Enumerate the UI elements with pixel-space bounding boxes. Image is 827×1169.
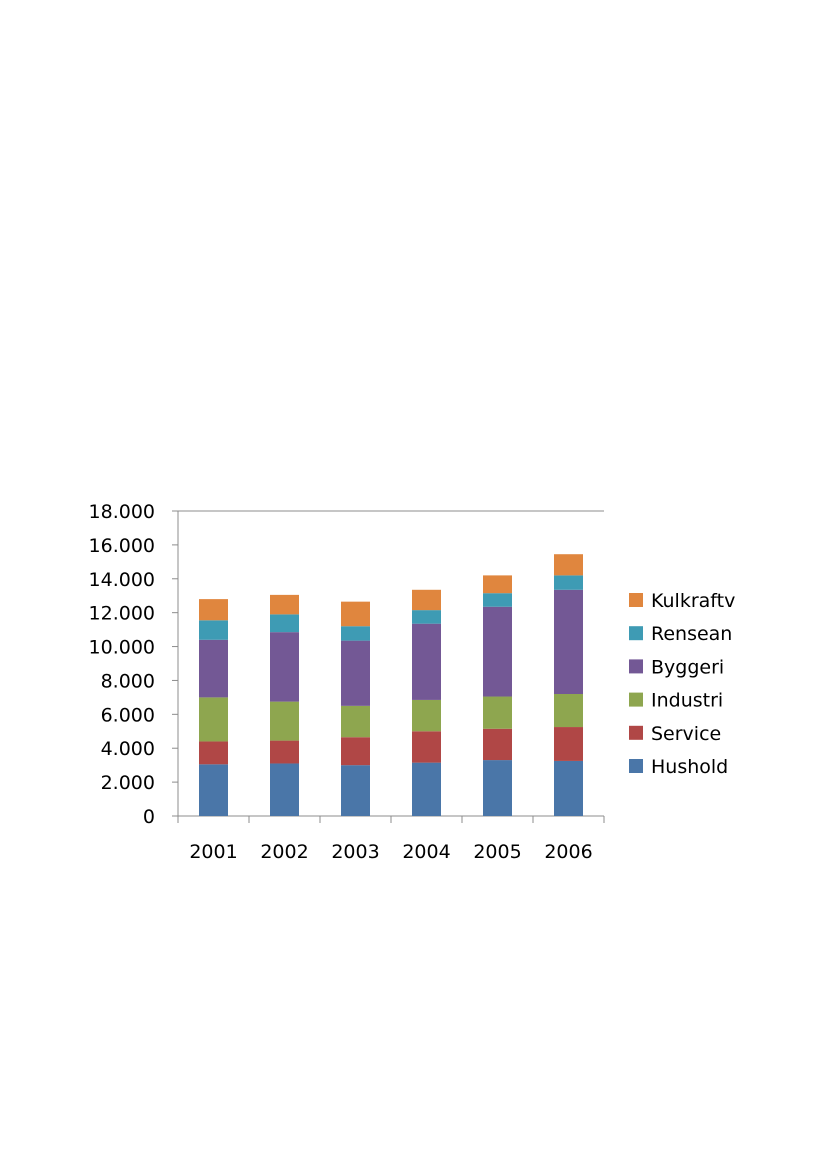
bar-segment-kulkraftv-2004 <box>412 589 441 611</box>
bar-segment-hushold-2005 <box>483 760 512 816</box>
bar-segment-industri-2005 <box>483 696 512 729</box>
bar-segment-byggeri-2003 <box>341 640 370 706</box>
y-tick-label: 2.000 <box>101 772 155 794</box>
bar-segment-kulkraftv-2006 <box>554 554 583 576</box>
legend-swatch <box>629 725 643 740</box>
bar-segment-rensean-2002 <box>270 614 299 633</box>
legend-item-service: Service <box>629 723 721 745</box>
bar-segment-service-2004 <box>412 731 441 763</box>
x-axis-tick-labels: 2001 2002 2003 2004 2005 2006 <box>189 841 592 863</box>
bar-segment-service-2002 <box>270 740 299 764</box>
legend-swatch <box>629 626 643 641</box>
legend-item-rensean: Rensean <box>629 623 732 645</box>
bar-segment-rensean-2004 <box>412 610 441 624</box>
legend-label: Hushold <box>651 756 728 778</box>
bar-segment-service-2003 <box>341 737 370 766</box>
bar-segment-industri-2003 <box>341 705 370 738</box>
legend-swatch <box>629 659 643 674</box>
y-tick-label: 6.000 <box>101 704 155 726</box>
bar-segment-rensean-2003 <box>341 626 370 641</box>
bar-segment-kulkraftv-2002 <box>270 594 299 615</box>
bar-segment-byggeri-2005 <box>483 606 512 697</box>
legend-swatch <box>629 593 643 607</box>
x-tick-label: 2006 <box>544 841 592 863</box>
y-tick-label: 8.000 <box>101 670 155 692</box>
legend-label: Service <box>651 723 721 745</box>
bar-segment-hushold-2001 <box>199 764 228 816</box>
bar-segment-rensean-2006 <box>554 575 583 590</box>
legend-label: Kulkraftv <box>651 590 735 612</box>
x-tick-label: 2001 <box>189 841 237 863</box>
y-tick-label: 16.000 <box>89 535 155 557</box>
x-tick-label: 2003 <box>331 841 379 863</box>
chart-legend: Kulkraftv Rensean Byggeri Industri Service Hu… <box>629 590 735 778</box>
x-tick-label: 2002 <box>260 841 308 863</box>
y-tick-label: 4.000 <box>101 738 155 760</box>
y-tick-label: 12.000 <box>89 603 155 625</box>
bar-segment-service-2005 <box>483 728 512 761</box>
y-tick-label: 14.000 <box>89 569 155 591</box>
legend-item-byggeri: Byggeri <box>629 656 724 678</box>
bar-segment-industri-2006 <box>554 694 583 728</box>
x-tick-label: 2005 <box>473 841 521 863</box>
legend-label: Rensean <box>651 623 732 645</box>
y-tick-label: 0 <box>143 806 155 828</box>
chart-bars <box>199 554 583 816</box>
bar-segment-hushold-2003 <box>341 765 370 816</box>
bar-segment-hushold-2002 <box>270 763 299 816</box>
bar-segment-kulkraftv-2003 <box>341 601 370 627</box>
bar-segment-industri-2004 <box>412 699 441 732</box>
bar-segment-rensean-2005 <box>483 593 512 607</box>
legend-item-kulkraftv: Kulkraftv <box>629 590 735 612</box>
bar-segment-rensean-2001 <box>199 620 228 640</box>
bar-segment-hushold-2004 <box>412 762 441 816</box>
bar-segment-industri-2002 <box>270 701 299 741</box>
bar-segment-service-2006 <box>554 727 583 761</box>
bar-segment-kulkraftv-2001 <box>199 599 228 621</box>
x-tick-label: 2004 <box>402 841 450 863</box>
legend-item-industri: Industri <box>629 690 723 712</box>
legend-label: Industri <box>651 690 723 712</box>
y-tick-label: 18.000 <box>89 501 155 523</box>
bar-segment-byggeri-2006 <box>554 589 583 694</box>
bar-segment-kulkraftv-2005 <box>483 575 512 594</box>
y-axis-tick-labels: 0 2.000 4.000 6.000 8.000 10.000 12.000 14.000 1… <box>89 501 155 828</box>
bar-segment-service-2001 <box>199 741 228 765</box>
legend-label: Byggeri <box>651 656 724 678</box>
bar-segment-industri-2001 <box>199 697 228 742</box>
bar-segment-hushold-2006 <box>554 760 583 816</box>
chart-axes <box>172 510 605 823</box>
bar-segment-byggeri-2001 <box>199 639 228 698</box>
bar-segment-byggeri-2004 <box>412 623 441 700</box>
bar-segment-byggeri-2002 <box>270 632 299 702</box>
legend-swatch <box>629 759 643 773</box>
y-tick-label: 10.000 <box>89 637 155 659</box>
legend-item-hushold: Hushold <box>629 756 728 778</box>
legend-swatch <box>629 692 643 707</box>
